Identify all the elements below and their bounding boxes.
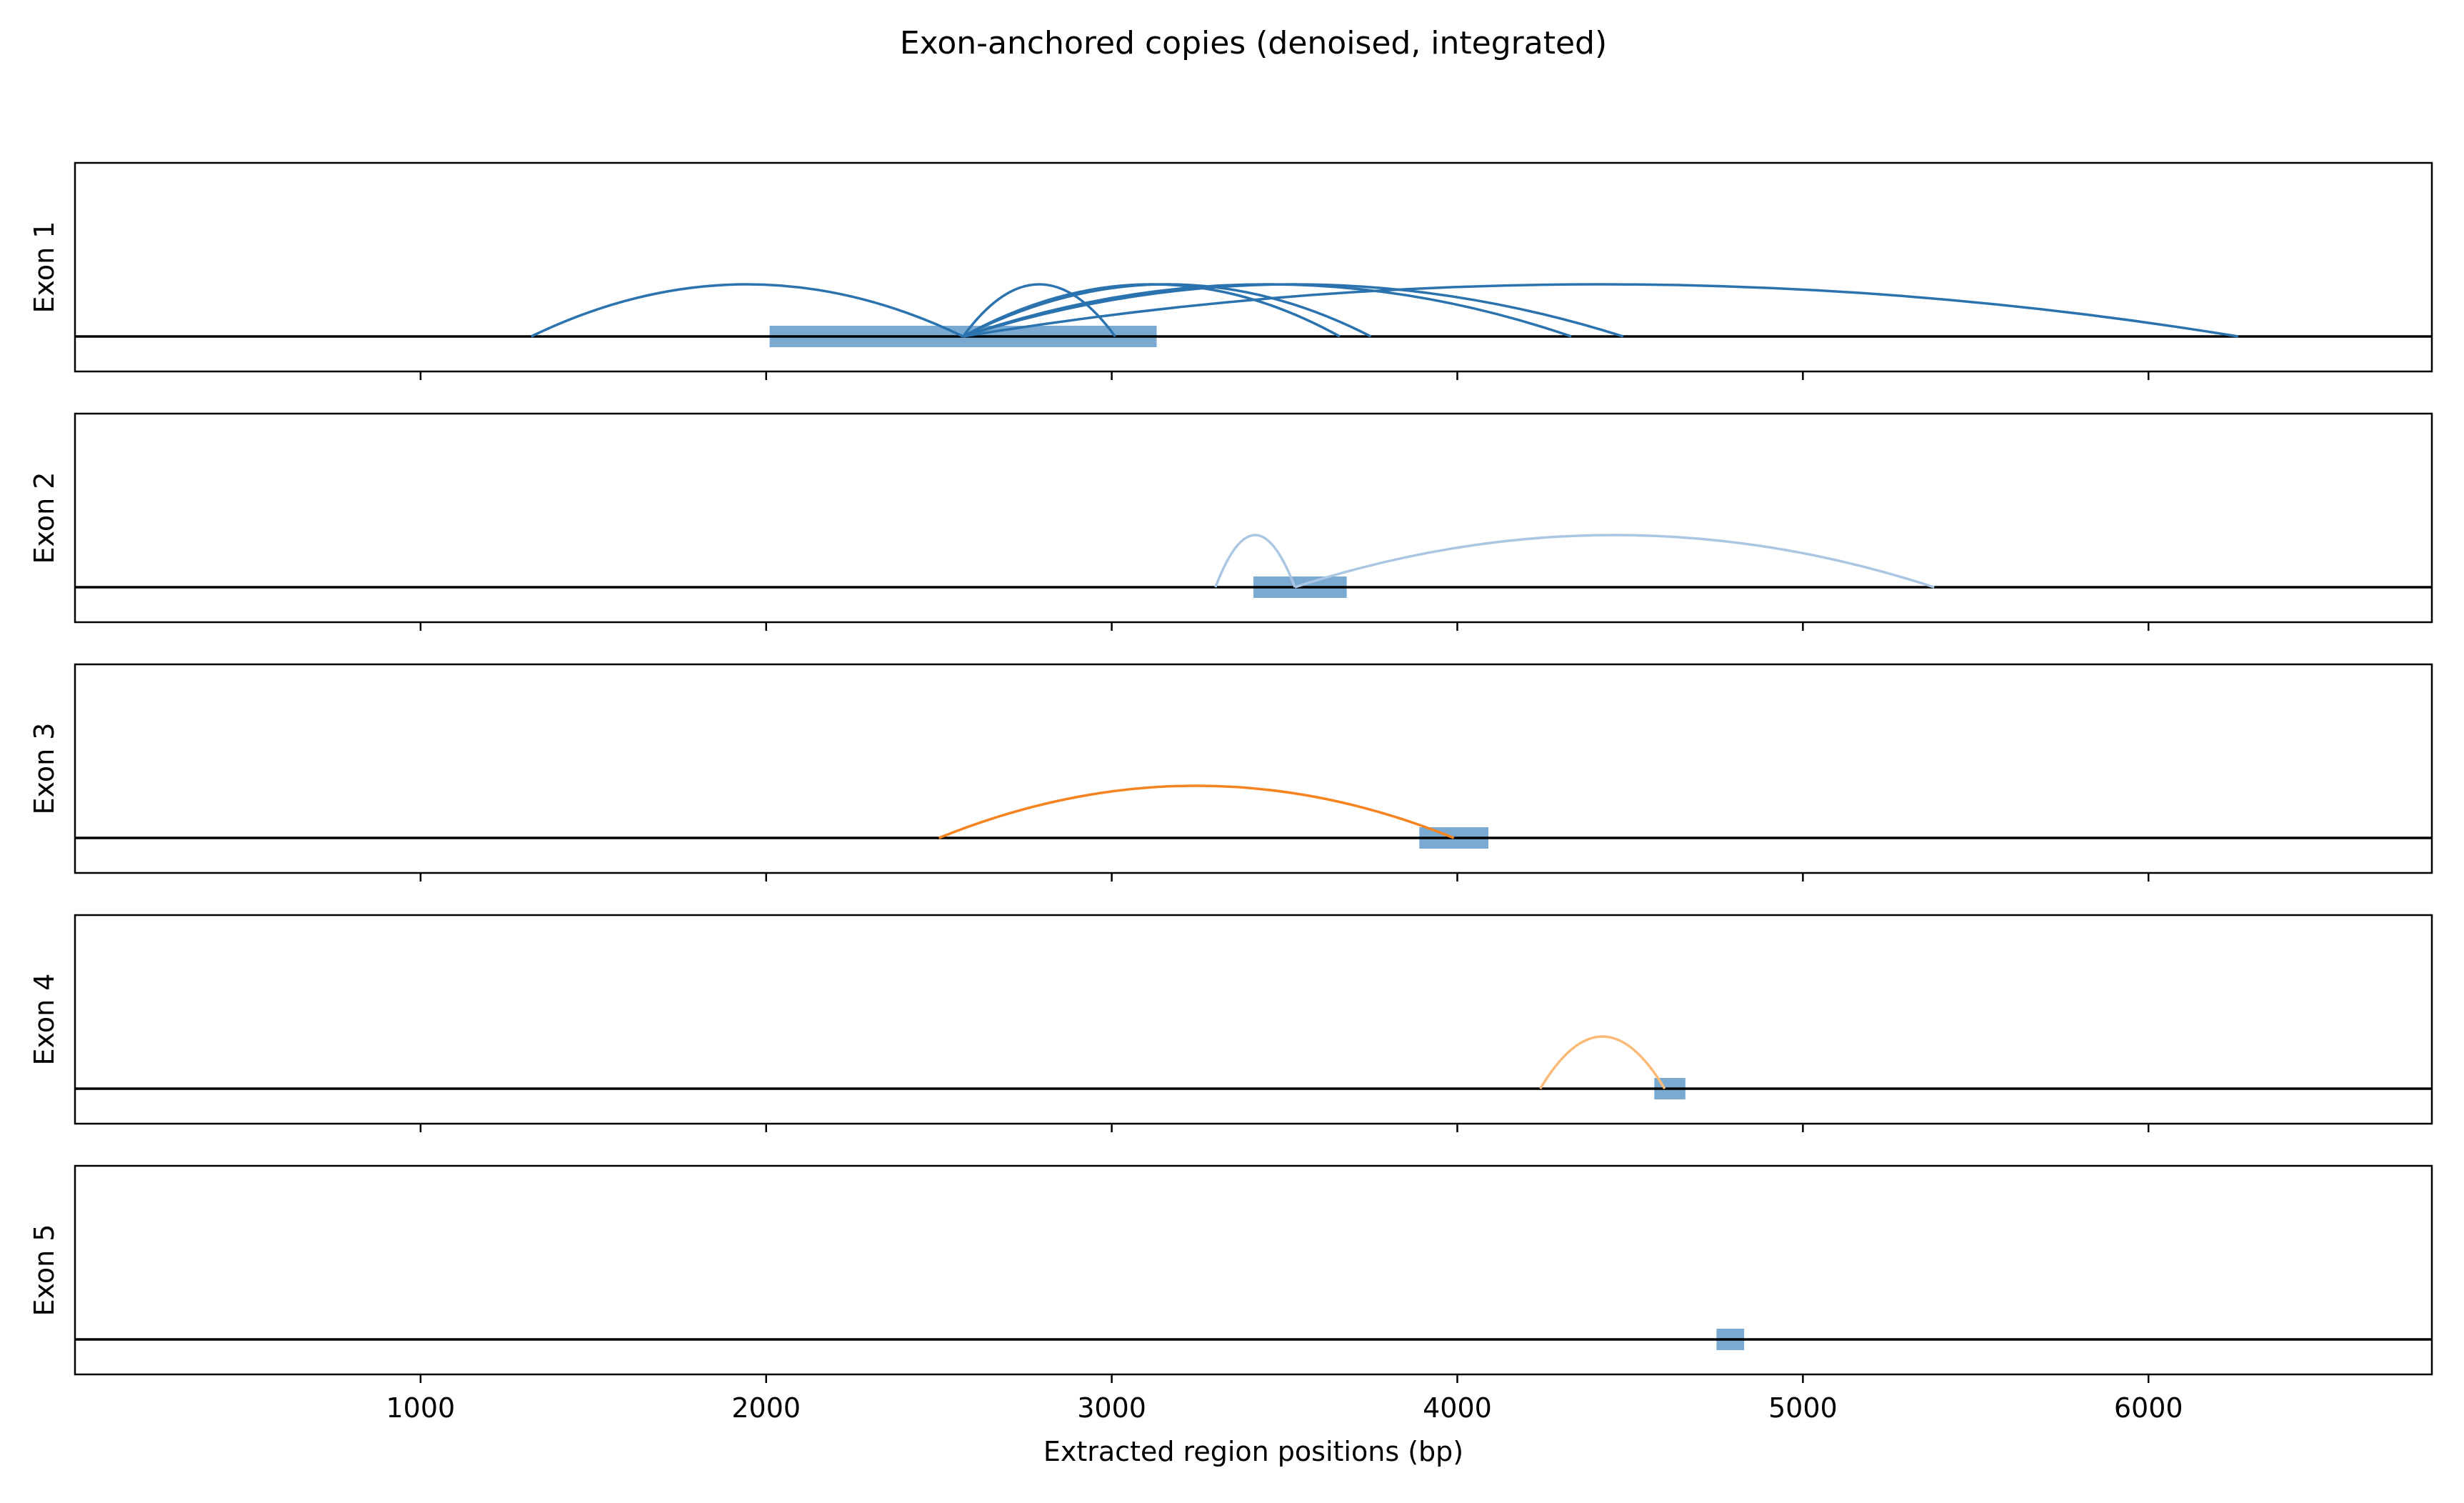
panel-2: Exon 2: [29, 412, 2433, 631]
panel-frame: [74, 412, 2433, 624]
x-tick-label: 4000: [1423, 1392, 1492, 1424]
panel-label: Exon 5: [29, 1224, 60, 1317]
panel-frame: [74, 161, 2433, 373]
panel-label: Exon 4: [29, 974, 60, 1066]
x-tick-label: 2000: [731, 1392, 801, 1424]
panel-frame: [74, 914, 2433, 1125]
panel-frame: [74, 663, 2433, 874]
copy-arc: [962, 283, 1116, 338]
x-tick-label: 5000: [1768, 1392, 1838, 1424]
panel-label: Exon 2: [29, 472, 60, 564]
panel-3: Exon 3: [29, 663, 2433, 882]
panel-5: Exon 5 1000 2000 3000 4000 5000 6000: [29, 1164, 2433, 1424]
x-tick-label: 6000: [2114, 1392, 2183, 1424]
copy-arc: [530, 283, 964, 338]
panel-label: Exon 3: [29, 723, 60, 815]
copy-arc: [1294, 534, 1935, 589]
x-axis-label: Extracted region positions (bp): [1043, 1436, 1463, 1467]
x-tick-label: 3000: [1077, 1392, 1146, 1424]
copy-arc: [938, 784, 1455, 839]
panel-label: Exon 1: [29, 221, 60, 314]
panel-frame: [74, 1164, 2433, 1376]
copy-arc: [963, 283, 1624, 338]
chart-title: Exon-anchored copies (denoised, integrat…: [900, 25, 1607, 61]
panel-4: Exon 4: [29, 914, 2433, 1132]
copy-arc: [1539, 1035, 1666, 1089]
panel-1: Exon 1: [29, 161, 2433, 380]
copy-arc: [1214, 534, 1296, 588]
panels-layer: Exon 1 Exon 2 Exon 3 Exon 4 Exon 5 1000 2000 30…: [29, 161, 2433, 1424]
copy-arc: [962, 283, 1372, 338]
x-tick-label: 1000: [386, 1392, 456, 1424]
copy-arc: [963, 283, 2239, 338]
